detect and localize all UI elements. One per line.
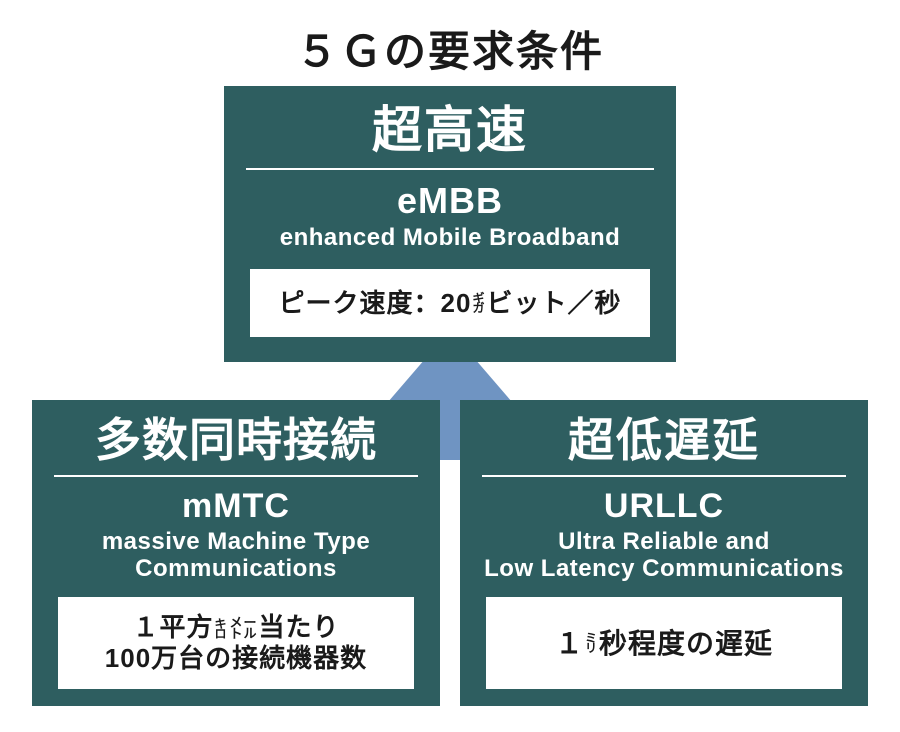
card-embb-en-sub: enhanced Mobile Broadband (240, 224, 660, 252)
divider (246, 168, 654, 170)
card-urllc-en-sub: Ultra Reliable and Low Latency Communica… (476, 528, 852, 583)
unit-kilo: キロ (214, 619, 227, 639)
card-mmtc: 多数同時接続 mMTC massive Machine Type Communi… (32, 400, 440, 706)
card-urllc-jp-title: 超低遅延 (476, 414, 852, 467)
card-embb: 超高速 eMBB enhanced Mobile Broadband ピーク速度… (224, 86, 676, 362)
card-embb-jp-title: 超高速 (240, 102, 660, 160)
unit-milli: ミ リ (585, 633, 598, 653)
spec-a: １ (555, 627, 584, 660)
en-sub-line1: Ultra Reliable and (558, 528, 770, 555)
spec-l1-b: 当たり (259, 612, 340, 642)
spec-prefix: ピーク速度：20 (279, 288, 472, 319)
unit-bot: ロ (214, 629, 227, 639)
unit-bot: トル (230, 628, 258, 639)
card-mmtc-en-sub: massive Machine Type Communications (48, 528, 424, 583)
unit-bot: リ (585, 643, 598, 653)
card-mmtc-jp-title: 多数同時接続 (48, 414, 424, 467)
unit-bot: ガ (472, 303, 485, 313)
card-mmtc-spec: １平方キロメートル当たり 100万台の接続機器数 (58, 597, 414, 689)
card-embb-spec: ピーク速度：20 ギ ガ ビット／秒 (250, 269, 650, 337)
diagram-root: ５Ｇの要求条件 超高速 eMBB enhanced Mobile Broadba… (0, 0, 900, 732)
card-urllc-acronym: URLLC (476, 487, 852, 526)
en-sub-line2: Communications (135, 555, 337, 582)
page-title: ５Ｇの要求条件 (0, 18, 900, 79)
card-embb-acronym: eMBB (240, 180, 660, 222)
unit-metre: メートル (230, 617, 258, 639)
spec-l1-a: １平方 (132, 612, 213, 642)
divider (54, 475, 418, 477)
spec-line2: 100万台の接続機器数 (105, 643, 367, 674)
spec-suffix: ビット／秒 (486, 288, 621, 319)
card-urllc: 超低遅延 URLLC Ultra Reliable and Low Latenc… (460, 400, 868, 706)
card-urllc-spec: １ ミ リ 秒程度の遅延 (486, 597, 842, 689)
en-sub-line1: massive Machine Type (102, 528, 370, 555)
en-sub-line2: Low Latency Communications (484, 555, 844, 582)
unit-giga: ギ ガ (472, 293, 485, 313)
divider (482, 475, 846, 477)
card-mmtc-acronym: mMTC (48, 487, 424, 526)
spec-b: 秒程度の遅延 (599, 627, 773, 660)
spec-line1: １平方キロメートル当たり (132, 612, 339, 643)
